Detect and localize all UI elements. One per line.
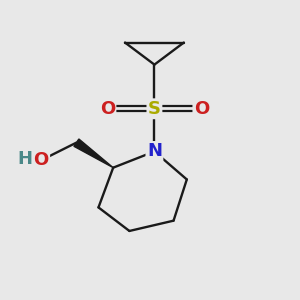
Text: O: O [194,100,209,118]
Text: O: O [33,151,49,169]
Polygon shape [74,139,113,168]
Text: N: N [147,142,162,160]
Text: H: H [17,150,32,168]
Text: S: S [148,100,161,118]
Text: O: O [100,100,115,118]
